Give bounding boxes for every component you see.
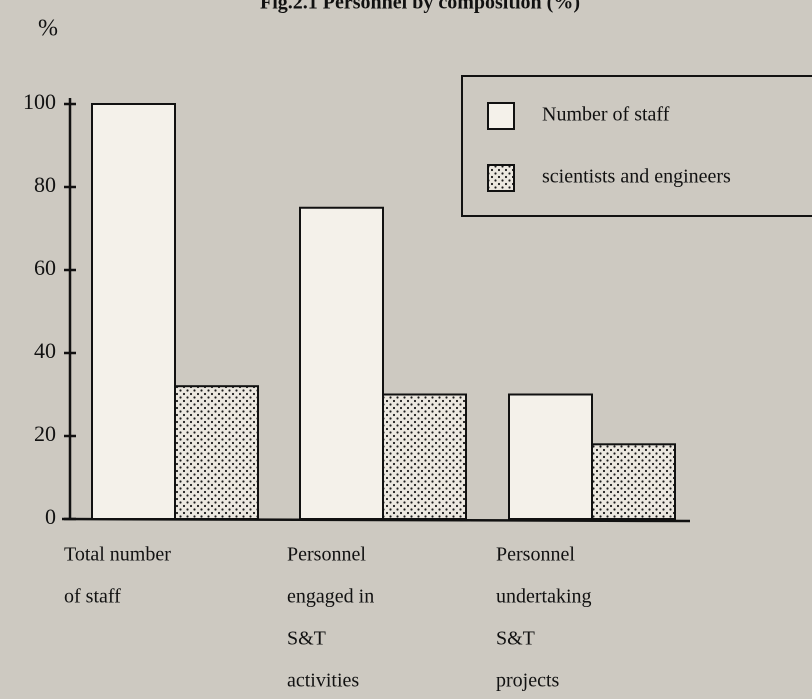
chart-title: Fig.2.1 Personnel by composition (%) (260, 0, 580, 14)
x-tick-label: of staff (64, 586, 121, 608)
x-tick-label: Personnel (287, 544, 366, 566)
y-tick-label: 0 (45, 504, 56, 529)
legend-label: Number of staff (542, 104, 670, 126)
y-tick-label: 80 (34, 172, 56, 197)
x-tick-label: S&T (496, 628, 535, 650)
bar (174, 385, 259, 521)
bar (382, 393, 467, 520)
x-tick-label: undertaking (496, 586, 592, 608)
bar (508, 393, 593, 520)
x-tick-label: engaged in (287, 586, 374, 608)
bar (591, 443, 676, 520)
legend-swatch (487, 102, 515, 130)
legend-label: scientists and engineers (542, 166, 731, 188)
y-tick-label: 100 (23, 89, 56, 114)
legend-swatch (487, 164, 515, 192)
x-tick-label: Personnel (496, 544, 575, 566)
legend-box (461, 75, 812, 217)
x-tick-label: activities (287, 670, 359, 692)
y-tick-label: 20 (34, 421, 56, 446)
bar (299, 206, 384, 520)
x-tick-label: Total number (64, 544, 171, 566)
bar (91, 103, 176, 520)
y-tick-label: 40 (34, 338, 56, 363)
x-tick-label: S&T (287, 628, 326, 650)
x-tick-label: projects (496, 670, 560, 692)
y-tick-label: 60 (34, 255, 56, 280)
y-axis-label: % (38, 16, 58, 42)
